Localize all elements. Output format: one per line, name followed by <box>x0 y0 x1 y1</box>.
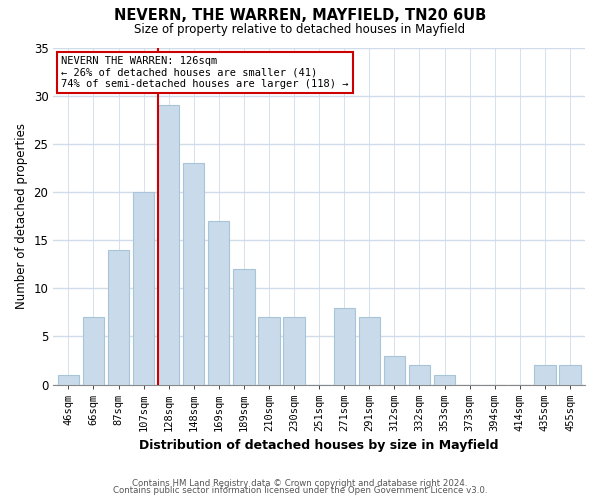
Text: NEVERN, THE WARREN, MAYFIELD, TN20 6UB: NEVERN, THE WARREN, MAYFIELD, TN20 6UB <box>114 8 486 22</box>
Bar <box>559 366 581 384</box>
Bar <box>208 221 229 384</box>
Bar <box>108 250 129 384</box>
Bar <box>158 106 179 384</box>
Text: Contains public sector information licensed under the Open Government Licence v3: Contains public sector information licen… <box>113 486 487 495</box>
Bar <box>359 317 380 384</box>
Bar <box>434 375 455 384</box>
Bar <box>83 317 104 384</box>
Bar <box>283 317 305 384</box>
Bar <box>534 366 556 384</box>
Bar <box>183 163 205 384</box>
Text: Contains HM Land Registry data © Crown copyright and database right 2024.: Contains HM Land Registry data © Crown c… <box>132 478 468 488</box>
Text: Size of property relative to detached houses in Mayfield: Size of property relative to detached ho… <box>134 22 466 36</box>
Text: NEVERN THE WARREN: 126sqm
← 26% of detached houses are smaller (41)
74% of semi-: NEVERN THE WARREN: 126sqm ← 26% of detac… <box>61 56 349 89</box>
Bar <box>334 308 355 384</box>
Bar <box>409 366 430 384</box>
Bar <box>58 375 79 384</box>
Y-axis label: Number of detached properties: Number of detached properties <box>15 123 28 309</box>
X-axis label: Distribution of detached houses by size in Mayfield: Distribution of detached houses by size … <box>139 440 499 452</box>
Bar <box>233 269 254 384</box>
Bar <box>133 192 154 384</box>
Bar <box>259 317 280 384</box>
Bar <box>384 356 405 384</box>
